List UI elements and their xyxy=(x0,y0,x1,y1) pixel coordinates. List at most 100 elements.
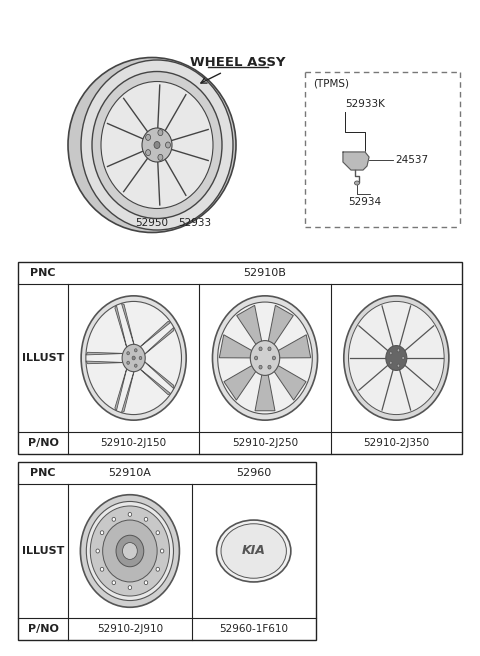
Text: KIA: KIA xyxy=(242,544,265,558)
Ellipse shape xyxy=(142,201,145,205)
Ellipse shape xyxy=(86,501,173,600)
Ellipse shape xyxy=(402,356,405,359)
Ellipse shape xyxy=(145,134,151,140)
Ellipse shape xyxy=(144,518,148,522)
Ellipse shape xyxy=(128,586,132,590)
Ellipse shape xyxy=(100,567,104,571)
Polygon shape xyxy=(224,363,258,400)
Ellipse shape xyxy=(112,518,116,522)
Polygon shape xyxy=(121,303,135,347)
Text: 52960-1F610: 52960-1F610 xyxy=(219,624,288,634)
Text: ILLUST: ILLUST xyxy=(22,353,64,363)
Ellipse shape xyxy=(156,531,159,535)
Ellipse shape xyxy=(86,302,181,415)
Ellipse shape xyxy=(134,349,137,352)
Ellipse shape xyxy=(355,181,360,185)
Polygon shape xyxy=(138,321,171,348)
Ellipse shape xyxy=(116,535,144,567)
Ellipse shape xyxy=(160,549,164,553)
Text: PNC: PNC xyxy=(30,468,56,478)
Ellipse shape xyxy=(101,81,213,209)
Ellipse shape xyxy=(158,130,163,136)
Ellipse shape xyxy=(156,567,159,571)
Text: PNC: PNC xyxy=(30,268,56,278)
Ellipse shape xyxy=(154,142,160,148)
Polygon shape xyxy=(275,335,311,358)
Text: ILLUST: ILLUST xyxy=(22,546,64,556)
Polygon shape xyxy=(272,363,306,400)
Ellipse shape xyxy=(166,142,170,148)
Polygon shape xyxy=(86,352,125,355)
Text: 52910-2J910: 52910-2J910 xyxy=(97,624,163,634)
Ellipse shape xyxy=(348,302,444,415)
Text: 24537: 24537 xyxy=(395,155,428,165)
Ellipse shape xyxy=(96,549,99,553)
Bar xyxy=(18,462,316,640)
Ellipse shape xyxy=(254,356,258,360)
Ellipse shape xyxy=(92,72,222,218)
Ellipse shape xyxy=(218,302,312,414)
Text: WHEEL ASSY: WHEEL ASSY xyxy=(190,56,286,68)
Bar xyxy=(18,262,462,454)
Text: 52933K: 52933K xyxy=(345,99,385,109)
Ellipse shape xyxy=(386,346,407,371)
Text: 52950: 52950 xyxy=(135,218,168,228)
Ellipse shape xyxy=(344,296,449,420)
Ellipse shape xyxy=(134,364,137,367)
Polygon shape xyxy=(138,368,171,395)
Polygon shape xyxy=(237,305,263,348)
Text: P/NO: P/NO xyxy=(27,624,59,634)
Ellipse shape xyxy=(145,150,151,155)
Ellipse shape xyxy=(122,543,137,560)
Ellipse shape xyxy=(272,356,276,360)
Text: 52960: 52960 xyxy=(236,468,271,478)
Ellipse shape xyxy=(132,356,135,360)
Ellipse shape xyxy=(397,349,400,352)
Ellipse shape xyxy=(127,352,130,355)
Polygon shape xyxy=(343,152,369,170)
Ellipse shape xyxy=(268,365,271,369)
Ellipse shape xyxy=(80,495,180,607)
Ellipse shape xyxy=(81,296,186,420)
Text: 52933: 52933 xyxy=(179,218,212,228)
Ellipse shape xyxy=(250,340,280,375)
Ellipse shape xyxy=(389,361,392,364)
Text: 52910-2J250: 52910-2J250 xyxy=(232,438,298,448)
Ellipse shape xyxy=(397,364,400,367)
Polygon shape xyxy=(143,360,174,389)
Polygon shape xyxy=(267,305,293,348)
Polygon shape xyxy=(115,305,127,350)
Ellipse shape xyxy=(112,581,116,584)
Ellipse shape xyxy=(221,523,287,578)
Ellipse shape xyxy=(216,520,291,582)
Ellipse shape xyxy=(144,581,148,584)
Ellipse shape xyxy=(268,347,271,351)
Text: 52910A: 52910A xyxy=(108,468,151,478)
Text: 52910B: 52910B xyxy=(243,268,287,278)
Ellipse shape xyxy=(139,356,142,359)
Ellipse shape xyxy=(81,60,233,230)
Ellipse shape xyxy=(389,352,392,355)
Ellipse shape xyxy=(127,361,130,364)
Ellipse shape xyxy=(90,506,169,596)
Text: 52910-2J350: 52910-2J350 xyxy=(363,438,430,448)
Polygon shape xyxy=(219,335,255,358)
Text: (TPMS): (TPMS) xyxy=(313,79,349,89)
Ellipse shape xyxy=(128,512,132,516)
Polygon shape xyxy=(86,361,125,363)
Ellipse shape xyxy=(158,154,163,160)
Ellipse shape xyxy=(259,365,262,369)
Ellipse shape xyxy=(122,344,145,372)
Ellipse shape xyxy=(100,531,104,535)
Text: 52910-2J150: 52910-2J150 xyxy=(101,438,167,448)
Polygon shape xyxy=(115,366,127,411)
Text: 52934: 52934 xyxy=(348,197,382,207)
Ellipse shape xyxy=(259,347,262,351)
Ellipse shape xyxy=(142,128,172,162)
Ellipse shape xyxy=(103,520,157,582)
Polygon shape xyxy=(121,369,135,413)
Ellipse shape xyxy=(68,58,236,232)
Text: P/NO: P/NO xyxy=(27,438,59,448)
Polygon shape xyxy=(255,370,275,411)
Polygon shape xyxy=(143,327,174,356)
